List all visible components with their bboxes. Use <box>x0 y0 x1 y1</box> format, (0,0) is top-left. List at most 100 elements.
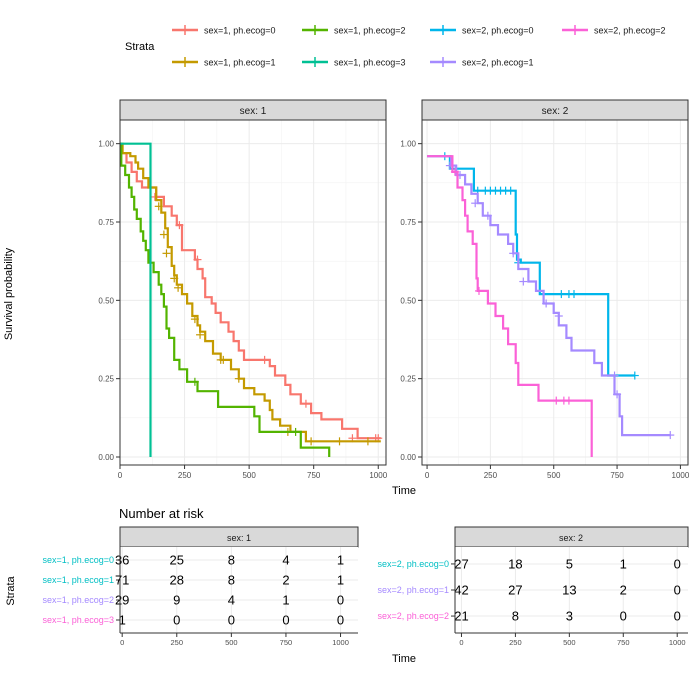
censor-mark <box>190 377 199 386</box>
x-tick-label: 1000 <box>669 638 686 647</box>
censor-mark <box>666 431 675 440</box>
risk-cell: 28 <box>170 573 184 588</box>
y-axis-title: Survival probability <box>3 247 15 340</box>
censor-mark <box>193 255 202 264</box>
legend-item: sex=1, ph.ecog=2 <box>302 25 406 36</box>
x-tick-label: 250 <box>509 638 522 647</box>
y-tick-label: 0.50 <box>98 296 114 305</box>
panel-strip-label: sex: 2 <box>542 106 569 117</box>
censor-mark <box>170 274 179 283</box>
risk-cell: 1 <box>337 553 344 568</box>
risk-cell: 3 <box>566 609 573 624</box>
x-tick-label: 1000 <box>672 471 690 480</box>
risk-cell: 1 <box>282 593 289 608</box>
x-tick-label: 250 <box>484 471 498 480</box>
censor-mark <box>450 167 459 176</box>
x-tick-label: 0 <box>118 471 123 480</box>
risk-table-y-title: Strata <box>5 575 17 605</box>
censor-mark <box>159 230 168 239</box>
risk-cell: 25 <box>170 553 184 568</box>
series-line <box>120 142 152 457</box>
censor-mark <box>301 399 310 408</box>
risk-cell: 0 <box>228 613 235 628</box>
x-tick-label: 1000 <box>332 638 349 647</box>
censor-mark <box>307 437 316 446</box>
risk-cell: 4 <box>228 593 235 608</box>
panel-strip-label: sex: 1 <box>240 106 267 117</box>
risk-table-x-title: Time <box>392 653 416 665</box>
risk-cell: 0 <box>337 593 344 608</box>
series-line <box>427 155 635 377</box>
risk-cell: 0 <box>173 613 180 628</box>
legend-item: sex=1, ph.ecog=0 <box>172 25 276 36</box>
risk-cell: 1 <box>119 613 126 628</box>
series-line <box>120 142 381 440</box>
censor-mark <box>570 290 578 299</box>
y-tick-label: 0.25 <box>98 375 114 384</box>
censor-mark <box>554 312 563 320</box>
legend-item-label: sex=1, ph.ecog=3 <box>334 58 406 68</box>
censor-mark <box>196 330 205 339</box>
censor-mark <box>630 371 639 380</box>
risk-cell: 1 <box>337 573 344 588</box>
panel-border <box>119 119 387 466</box>
risk-cell: 13 <box>562 583 576 598</box>
censor-mark <box>150 192 159 201</box>
censor-mark <box>506 186 515 195</box>
y-tick-label: 0.00 <box>400 453 416 462</box>
legend-item: sex=1, ph.ecog=1 <box>172 57 276 68</box>
risk-background <box>120 547 358 633</box>
censor-mark <box>483 211 492 220</box>
risk-cell: 2 <box>620 583 627 598</box>
risk-row-label: sex=2, ph.ecog=2 <box>377 611 449 621</box>
censor-mark <box>260 355 269 364</box>
risk-cell: 0 <box>674 609 681 624</box>
x-tick-label: 0 <box>459 638 463 647</box>
risk-row-label: sex=2, ph.ecog=1 <box>377 585 449 595</box>
legend-item-label: sex=2, ph.ecog=0 <box>462 26 534 36</box>
censor-mark <box>175 221 184 230</box>
y-tick-label: 0.25 <box>400 375 416 384</box>
censor-mark <box>519 277 528 286</box>
risk-row-label: sex=2, ph.ecog=0 <box>377 559 449 569</box>
risk-cell: 0 <box>282 613 289 628</box>
series-line <box>427 155 671 437</box>
censor-mark <box>335 437 344 446</box>
risk-strip-label: sex: 1 <box>227 533 251 543</box>
y-tick-label: 0.00 <box>98 453 114 462</box>
x-tick-label: 750 <box>617 638 630 647</box>
risk-row-label: sex=1, ph.ecog=3 <box>42 615 114 625</box>
legend-item: sex=2, ph.ecog=2 <box>562 25 666 36</box>
risk-cell: 0 <box>674 556 681 571</box>
censor-mark <box>542 299 551 308</box>
x-tick-label: 750 <box>610 471 624 480</box>
legend-item-label: sex=1, ph.ecog=1 <box>204 58 276 68</box>
censor-mark <box>613 390 622 399</box>
risk-cell: 27 <box>508 583 522 598</box>
x-axis-title: Time <box>392 485 416 497</box>
legend-item-label: sex=1, ph.ecog=2 <box>334 26 406 36</box>
censor-mark <box>509 249 518 258</box>
risk-cell: 8 <box>512 609 519 624</box>
censor-mark <box>564 396 573 405</box>
legend: Strata sex=1, ph.ecog=0 sex=1, ph.ecog=2 s… <box>125 25 666 68</box>
censor-mark <box>234 374 243 383</box>
risk-row-label: sex=1, ph.ecog=2 <box>42 595 114 605</box>
series-line <box>120 142 331 457</box>
risk-cell: 27 <box>454 556 468 571</box>
risk-cell: 8 <box>228 553 235 568</box>
censor-mark <box>190 315 199 324</box>
censor-mark <box>552 396 561 405</box>
legend-item: sex=2, ph.ecog=0 <box>430 25 534 36</box>
x-tick-label: 1000 <box>369 471 387 480</box>
y-tick-label: 0.50 <box>400 296 416 305</box>
x-tick-label: 250 <box>178 471 192 480</box>
x-tick-label: 500 <box>242 471 256 480</box>
censor-mark <box>219 355 228 364</box>
risk-cell: 71 <box>115 573 129 588</box>
risk-row-label: sex=1, ph.ecog=1 <box>42 575 114 585</box>
risk-cell: 9 <box>173 593 180 608</box>
censor-mark <box>475 286 483 295</box>
y-tick-label: 1.00 <box>400 140 416 149</box>
